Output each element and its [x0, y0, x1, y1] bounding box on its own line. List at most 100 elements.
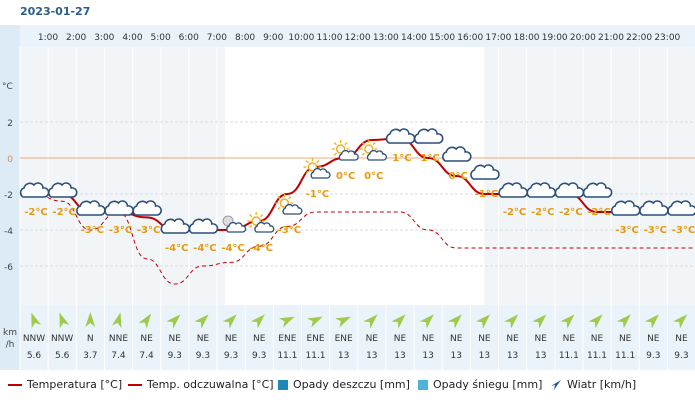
temperature-data-label: -3°C: [81, 225, 104, 236]
wind-speed-label: 5.6: [27, 351, 42, 361]
wind-arrow-icon: [447, 314, 462, 329]
wind-arrow-icon: [166, 314, 181, 329]
wind-direction-label: NE: [619, 334, 632, 344]
wind-direction-label: NE: [534, 334, 547, 344]
chart-date: 2023-01-27: [20, 5, 91, 18]
cloud-icon: [188, 218, 219, 234]
weather-chart: °C 2 0 -2 -4 -6 1:00 2:00 3:00 4:00 5:00 6:00 7:00 8:…: [0, 25, 695, 370]
x-tick-label: 13:00: [373, 33, 399, 43]
temperature-data-label: -3°C: [278, 225, 301, 236]
cloud-icon: [132, 200, 162, 216]
wind-direction-label: NE: [140, 334, 153, 344]
temperature-data-label: -4°C: [221, 243, 244, 254]
temperature-data-label: -4°C: [165, 243, 188, 254]
temperature-data-label: -2°C: [587, 207, 610, 218]
temperature-data-label: 1°C: [392, 153, 411, 164]
wind-arrow-icon: [644, 314, 659, 329]
wind-arrow-icon: [222, 314, 237, 329]
wind-speed-label: 13: [507, 351, 518, 361]
wind-direction-label: NE: [675, 334, 688, 344]
wind-unit: /h: [6, 340, 15, 350]
wind-direction-label: NNW: [23, 334, 45, 344]
x-tick-label: 12:00: [345, 33, 371, 43]
legend-label: Opady deszczu [mm]: [293, 378, 410, 391]
legend-swatch: [128, 383, 142, 386]
wind-direction-label: NE: [394, 334, 407, 344]
wind-arrow-icon: [59, 312, 70, 329]
x-tick-label: 14:00: [401, 33, 427, 43]
wind-arrow-icon: [335, 316, 351, 328]
wind-arrow-icon: [391, 314, 406, 329]
wind-arrow-icon: [588, 314, 603, 329]
wind-speed-label: 7.4: [139, 351, 154, 361]
wind-direction-label: NE: [591, 334, 604, 344]
wind-speed-label: 11.1: [277, 351, 297, 361]
wind-arrow-icon: [532, 314, 547, 329]
wind-direction-label: NE: [422, 334, 435, 344]
wind-direction-label: NNE: [109, 334, 128, 344]
wind-direction-label: NE: [563, 334, 576, 344]
temperature-data-label: -1°C: [475, 189, 498, 200]
temperature-data-label: -4°C: [249, 243, 272, 254]
wind-speed-label: 11.1: [615, 351, 635, 361]
wind-speed-label: 3.7: [83, 351, 97, 361]
wind-arrow-icon: [616, 314, 631, 329]
temperature-data-label: -3°C: [615, 225, 638, 236]
x-tick-label: 15:00: [429, 33, 455, 43]
chart-legend: Temperatura [°C] Temp. odczuwalna [°C] Opa…: [0, 372, 695, 400]
wind-speed-label: 11.1: [587, 351, 607, 361]
legend-swatch: [418, 379, 428, 390]
wind-speed-label: 9.3: [674, 351, 688, 361]
wind-speed-label: 13: [394, 351, 405, 361]
wind-speed-label: 11.1: [559, 351, 579, 361]
temperature-data-label: -3°C: [109, 225, 132, 236]
wind-direction-label: NE: [253, 334, 266, 344]
x-tick-label: 17:00: [485, 33, 511, 43]
wind-direction-label: NE: [366, 334, 379, 344]
wind-arrow-icon: [672, 314, 688, 329]
y-tick-label: -6: [4, 263, 13, 273]
cloud-icon: [413, 128, 444, 144]
temperature-data-label: -2°C: [531, 207, 554, 218]
wind-direction-label: NNW: [51, 334, 73, 344]
temperature-data-label: -2°C: [559, 207, 582, 218]
legend-swatch: [8, 383, 22, 386]
x-tick-label: 3:00: [94, 33, 114, 43]
wind-arrow-icon: [250, 314, 265, 329]
temperature-data-label: -3°C: [644, 225, 667, 236]
legend-item: Opady deszczu [mm]: [278, 378, 410, 391]
moon-cloud-icon: [222, 215, 247, 233]
x-tick-label: 16:00: [457, 33, 483, 43]
cloud-icon: [470, 164, 500, 180]
temperature-data-label: 1°C: [420, 153, 439, 164]
temperature-data-label: -2°C: [503, 207, 526, 218]
temperature-data-label: -2°C: [52, 207, 75, 218]
y-tick-label: 2: [7, 119, 13, 129]
wind-direction-label: NE: [197, 334, 210, 344]
wind-direction-label: NE: [647, 334, 660, 344]
temperature-data-label: -4°C: [193, 243, 216, 254]
temperature-data-label: -3°C: [137, 225, 160, 236]
y-tick-label: -4: [4, 227, 13, 237]
wind-arrow-icon: [307, 316, 323, 328]
x-tick-label: 19:00: [542, 33, 568, 43]
cloud-icon: [442, 146, 472, 162]
y-axis-unit: °C: [2, 82, 13, 92]
wind-unit: km: [3, 328, 17, 338]
x-tick-label: 18:00: [514, 33, 540, 43]
wind-direction-label: NE: [450, 334, 463, 344]
wind-speed-label: 9.3: [646, 351, 660, 361]
temperature-data-label: -2°C: [24, 207, 47, 218]
wind-arrow-icon: [85, 312, 96, 327]
wind-speed-label: 9.3: [196, 351, 210, 361]
legend-item: Opady śniegu [mm]: [418, 378, 542, 391]
temperature-data-label: 0°C: [336, 171, 355, 182]
x-tick-label: 11:00: [317, 33, 343, 43]
x-tick-label: 22:00: [626, 33, 652, 43]
wind-direction-label: NE: [506, 334, 519, 344]
wind-speed-label: 13: [451, 351, 462, 361]
x-tick-label: 20:00: [570, 33, 596, 43]
wind-speed-label: 9.3: [252, 351, 266, 361]
wind-speed-label: 13: [479, 351, 490, 361]
legend-label: Temp. odczuwalna [°C]: [147, 378, 274, 391]
